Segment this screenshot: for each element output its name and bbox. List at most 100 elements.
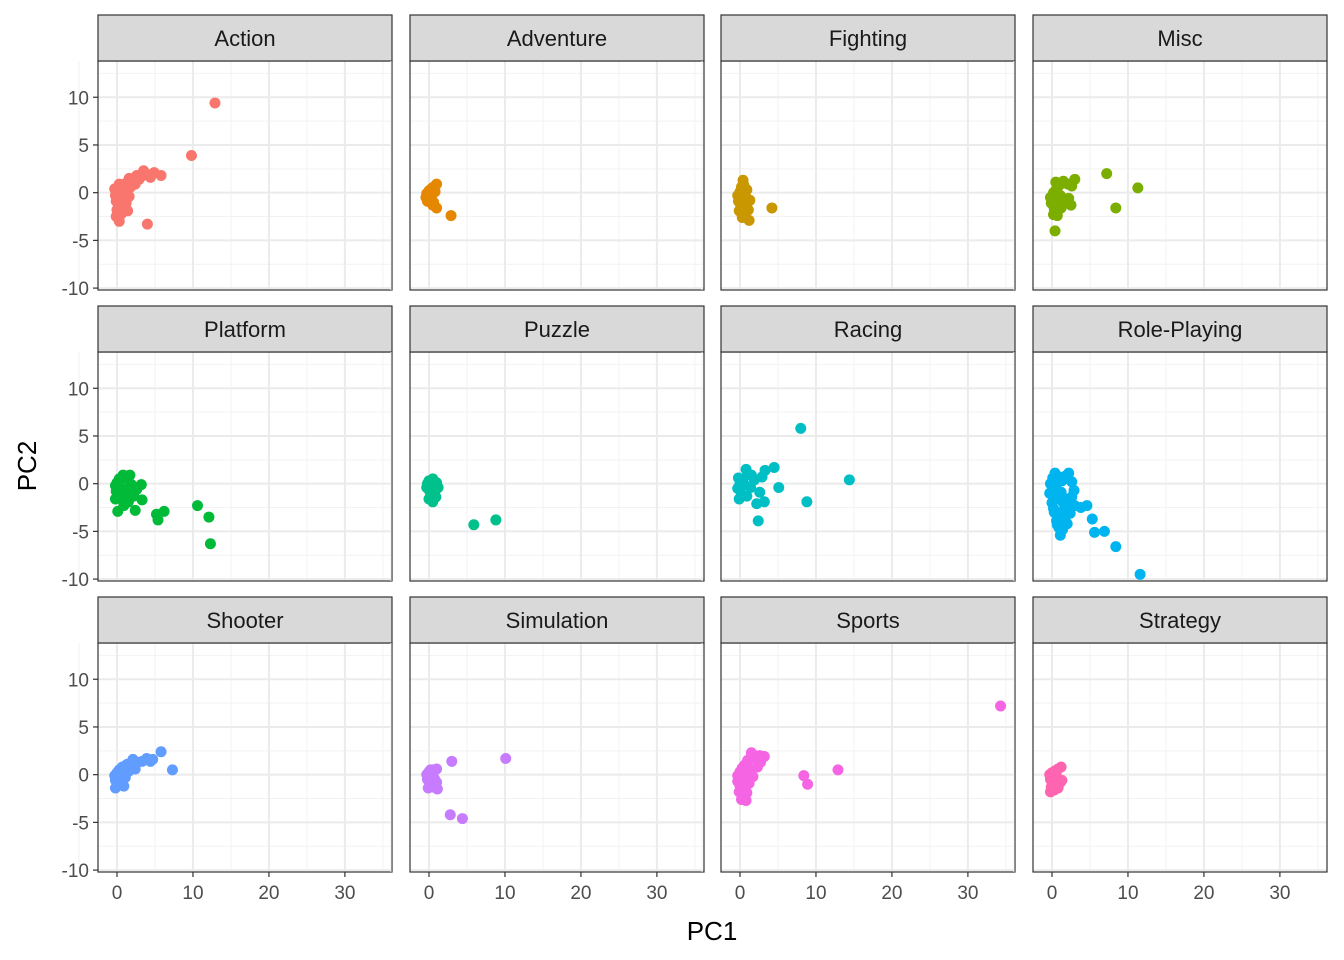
x-tick-label: 0 xyxy=(1047,883,1058,904)
y-tick-label: 0 xyxy=(78,184,89,205)
data-point xyxy=(1044,786,1056,798)
data-point xyxy=(739,774,751,786)
y-tick-label: 10 xyxy=(68,379,89,400)
data-point xyxy=(766,202,778,214)
y-tick-label: -5 xyxy=(72,231,89,252)
data-point xyxy=(209,97,221,109)
data-point xyxy=(456,813,468,825)
data-point xyxy=(751,498,763,510)
x-axis-title: PC1 xyxy=(687,916,738,946)
data-point xyxy=(795,422,807,434)
y-tick-label: -10 xyxy=(62,279,89,300)
panel-background xyxy=(721,643,1015,872)
facet-panel-fighting: Fighting xyxy=(701,14,1016,291)
facet-panel-racing: Racing xyxy=(701,305,1016,582)
data-point xyxy=(144,171,156,183)
facet-strip xyxy=(97,305,393,353)
data-point xyxy=(741,490,753,502)
facet-strip-label: Shooter xyxy=(206,608,283,633)
panel-background xyxy=(721,61,1015,290)
panel-background xyxy=(1033,352,1327,581)
facet-panel-shooter: Shooter 10 5 0 -5 -10 0 10 20 30 xyxy=(62,596,393,904)
data-point xyxy=(1049,225,1061,237)
facet-strip-label: Strategy xyxy=(1139,608,1221,633)
facet-panel-adventure: Adventure xyxy=(390,14,705,291)
data-point xyxy=(740,794,752,806)
facet-strip xyxy=(409,596,705,644)
facet-strip xyxy=(720,14,1016,62)
y-tick-label: 5 xyxy=(78,427,89,448)
data-point xyxy=(1049,493,1061,505)
data-point xyxy=(429,485,441,497)
facet-strip-label: Simulation xyxy=(506,608,609,633)
x-tick-label: 30 xyxy=(1269,883,1290,904)
data-point xyxy=(118,500,130,512)
x-tick-label: 30 xyxy=(646,883,667,904)
x-tick-label: 20 xyxy=(881,883,902,904)
data-point xyxy=(732,472,744,484)
data-point xyxy=(1063,192,1075,204)
facet-strip xyxy=(1032,305,1328,353)
y-tick-label: 0 xyxy=(78,475,89,496)
data-point xyxy=(768,461,780,473)
data-point xyxy=(122,758,134,770)
data-point xyxy=(129,504,141,516)
data-point xyxy=(203,511,215,523)
data-point xyxy=(798,770,810,782)
y-tick-label: -10 xyxy=(62,570,89,591)
facet-panel-simulation: Simulation 0 10 20 30 xyxy=(390,596,705,904)
data-point xyxy=(744,194,756,206)
data-point xyxy=(773,481,785,493)
data-point xyxy=(192,500,204,512)
data-point xyxy=(1057,523,1069,535)
facet-strip-label: Action xyxy=(214,26,275,51)
data-point xyxy=(427,473,439,485)
facet-strip-label: Platform xyxy=(204,317,286,342)
data-point xyxy=(1110,202,1122,214)
data-point xyxy=(490,514,502,526)
data-point xyxy=(114,773,126,785)
data-point xyxy=(431,202,443,214)
data-point xyxy=(131,483,143,495)
data-point xyxy=(1110,541,1122,553)
x-tick-label: 10 xyxy=(805,883,826,904)
data-point xyxy=(124,469,136,481)
data-point xyxy=(733,786,745,798)
data-point xyxy=(141,218,153,230)
data-point xyxy=(158,505,170,517)
x-tick-label: 20 xyxy=(258,883,279,904)
data-point xyxy=(155,746,167,758)
facet-strip xyxy=(720,305,1016,353)
x-tick-label: 30 xyxy=(957,883,978,904)
facet-panel-action: Action 10 5 0 -5 -10 xyxy=(62,14,393,300)
data-point xyxy=(832,764,844,776)
data-point xyxy=(756,471,768,483)
facet-strip xyxy=(1032,14,1328,62)
x-tick-label: 10 xyxy=(494,883,515,904)
panel-background xyxy=(410,643,704,872)
facet-strip-label: Adventure xyxy=(507,26,607,51)
data-point xyxy=(429,186,441,198)
data-point xyxy=(185,149,197,161)
y-tick-label: 10 xyxy=(68,88,89,109)
data-point xyxy=(445,210,457,222)
x-tick-label: 10 xyxy=(182,883,203,904)
x-tick-label: 0 xyxy=(112,883,123,904)
data-point xyxy=(1063,467,1075,479)
facet-panel-strategy: Strategy 0 10 20 30 xyxy=(1013,596,1328,904)
x-tick-label: 30 xyxy=(334,883,355,904)
data-point xyxy=(109,183,121,195)
data-point xyxy=(1064,507,1076,519)
data-point xyxy=(446,755,458,767)
data-point xyxy=(135,170,147,182)
x-tick-label: 0 xyxy=(735,883,746,904)
data-point xyxy=(468,519,480,531)
data-point xyxy=(115,481,127,493)
facet-strip xyxy=(97,596,393,644)
data-point xyxy=(136,494,148,506)
facet-strip xyxy=(720,596,1016,644)
data-point xyxy=(152,514,164,526)
y-tick-label: 5 xyxy=(78,136,89,157)
data-point xyxy=(1134,568,1146,580)
